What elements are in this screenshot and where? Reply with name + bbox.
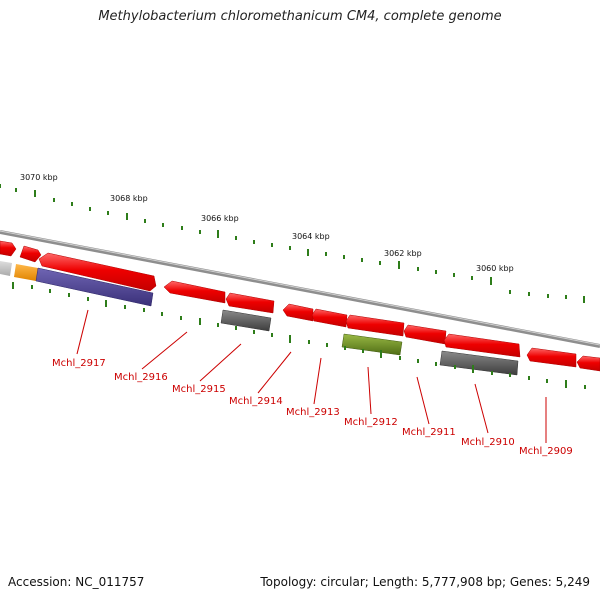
gene-block-gray[interactable]: [220, 309, 272, 332]
gene-arrow[interactable]: [443, 333, 521, 358]
kbp-label-3066: 3066 kbp: [201, 214, 239, 223]
gene-arrow[interactable]: [311, 308, 348, 328]
gene-arrow[interactable]: [19, 245, 42, 263]
kbp-label-3060: 3060 kbp: [476, 264, 514, 273]
gene-label-mchl-2917[interactable]: Mchl_2917: [52, 358, 106, 369]
gene-arrow[interactable]: [163, 280, 226, 304]
gene-label-mchl-2916[interactable]: Mchl_2916: [114, 372, 168, 383]
gene-arrow[interactable]: [403, 324, 447, 345]
gene-block-orange[interactable]: [14, 264, 38, 281]
gene-arrow[interactable]: [526, 347, 577, 368]
genome-summary-text: Topology: circular; Length: 5,777,908 bp…: [260, 575, 590, 589]
gene-label-mchl-2909[interactable]: Mchl_2909: [519, 446, 573, 457]
gene-arrow[interactable]: [345, 314, 405, 337]
gene-arrow[interactable]: [576, 355, 600, 372]
gene-block-gray[interactable]: [439, 350, 519, 376]
gene-block-light[interactable]: [0, 261, 12, 276]
gene-label-mchl-2912[interactable]: Mchl_2912: [344, 417, 398, 428]
gene-label-mchl-2910[interactable]: Mchl_2910: [461, 437, 515, 448]
kbp-label-3070: 3070 kbp: [20, 173, 58, 182]
inner-tick-row: [12, 282, 586, 389]
gene-arrow[interactable]: [38, 252, 157, 292]
gene-arrow[interactable]: [225, 292, 275, 314]
gene-label-mchl-2914[interactable]: Mchl_2914: [229, 396, 283, 407]
leader-lines: [76, 309, 547, 443]
outer-tick-row: [0, 184, 585, 303]
gene-block-green[interactable]: [341, 333, 403, 356]
kbp-label-3062: 3062 kbp: [384, 249, 422, 258]
kbp-label-3068: 3068 kbp: [110, 194, 148, 203]
map-title: Methylobacterium chloromethanicum CM4, c…: [98, 9, 502, 24]
kbp-label-3064: 3064 kbp: [292, 232, 330, 241]
gene-arrow[interactable]: [0, 240, 17, 257]
gene-arrow[interactable]: [282, 303, 314, 322]
gene-label-mchl-2913[interactable]: Mchl_2913: [286, 407, 340, 418]
forward-genes: [0, 240, 600, 372]
accession-text: Accession: NC_011757: [8, 575, 145, 589]
gene-label-mchl-2911[interactable]: Mchl_2911: [402, 427, 456, 438]
reverse-genes: [0, 261, 519, 376]
gene-label-mchl-2915[interactable]: Mchl_2915: [172, 384, 226, 395]
gene-block-purple[interactable]: [35, 267, 154, 307]
